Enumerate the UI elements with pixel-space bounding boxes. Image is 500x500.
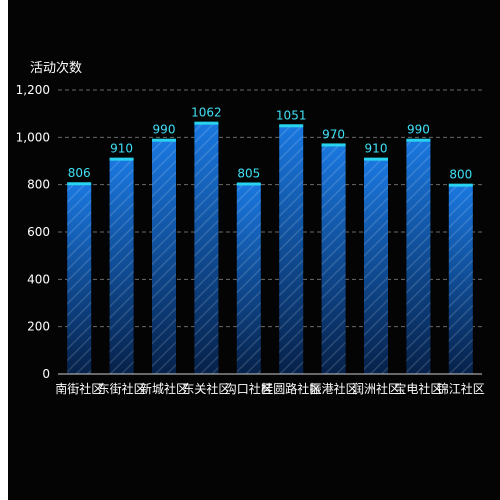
bar-hatch [406,139,431,374]
value-label: 990 [153,123,176,137]
bar-cap [406,138,431,142]
bar-hatch [321,144,346,374]
category-label: 润洲社区 [352,381,400,396]
bar-hatch [67,183,92,374]
value-label: 805 [237,166,260,180]
y-tick-label: 1,200 [16,83,50,97]
bar-hatch [448,184,473,374]
bar-cap [448,183,473,187]
value-label: 1051 [276,108,307,122]
bar-hatch [152,139,176,374]
bar-cap [109,157,134,161]
y-tick-label: 1,000 [16,130,50,144]
bar-cap [321,143,346,147]
category-label: 南街社区 [55,381,103,396]
bar-hatch [109,158,134,374]
category-label: 振港社区 [310,381,358,396]
bar-cap [152,138,176,142]
y-tick-label: 0 [42,367,50,381]
bar-cap [279,124,304,128]
bar-cap [67,182,92,186]
bar-hatch [194,122,219,374]
y-tick-label: 200 [27,320,50,334]
bar-chart: 活动次数 0 200 400 600 800 1,000 1,200 806 910 990 10… [16,60,485,396]
category-label: 新城社区 [140,381,188,396]
value-label: 910 [365,142,388,156]
bar-cap [236,182,261,186]
y-tick-label: 400 [27,272,50,286]
category-label: 东关社区 [182,381,230,396]
category-label: 宝电社区 [394,381,442,396]
value-label: 800 [449,168,472,182]
category-label: 沟口社区 [225,381,273,396]
bar-hatch [236,183,261,374]
y-tick-label: 600 [27,225,50,239]
bar-hatch [364,158,388,374]
bar-hatch [279,125,304,374]
value-label: 1062 [191,106,222,120]
category-label: 锦江社区 [437,381,485,396]
value-label: 990 [407,123,430,137]
bar-cap [364,157,388,161]
category-label: 桂圆路社区 [261,381,321,396]
y-tick-label: 800 [27,178,50,192]
bar-cap [194,121,219,125]
value-label: 806 [68,166,91,180]
bars [67,121,473,374]
chart-panel: 活动次数 0 200 400 600 800 1,000 1,200 806 910 990 10… [8,0,500,500]
value-labels: 806 910 990 1062 805 1051 970 910 990 800 [68,106,473,182]
y-axis-ticks: 0 200 400 600 800 1,000 1,200 [16,83,50,381]
category-label: 东街社区 [98,381,146,396]
x-axis-categories: 南街社区东街社区新城社区东关社区沟口社区桂圆路社区振港社区润洲社区宝电社区锦江社… [55,381,485,396]
value-label: 970 [322,127,345,141]
value-label: 910 [110,142,133,156]
y-axis-title: 活动次数 [30,60,82,76]
